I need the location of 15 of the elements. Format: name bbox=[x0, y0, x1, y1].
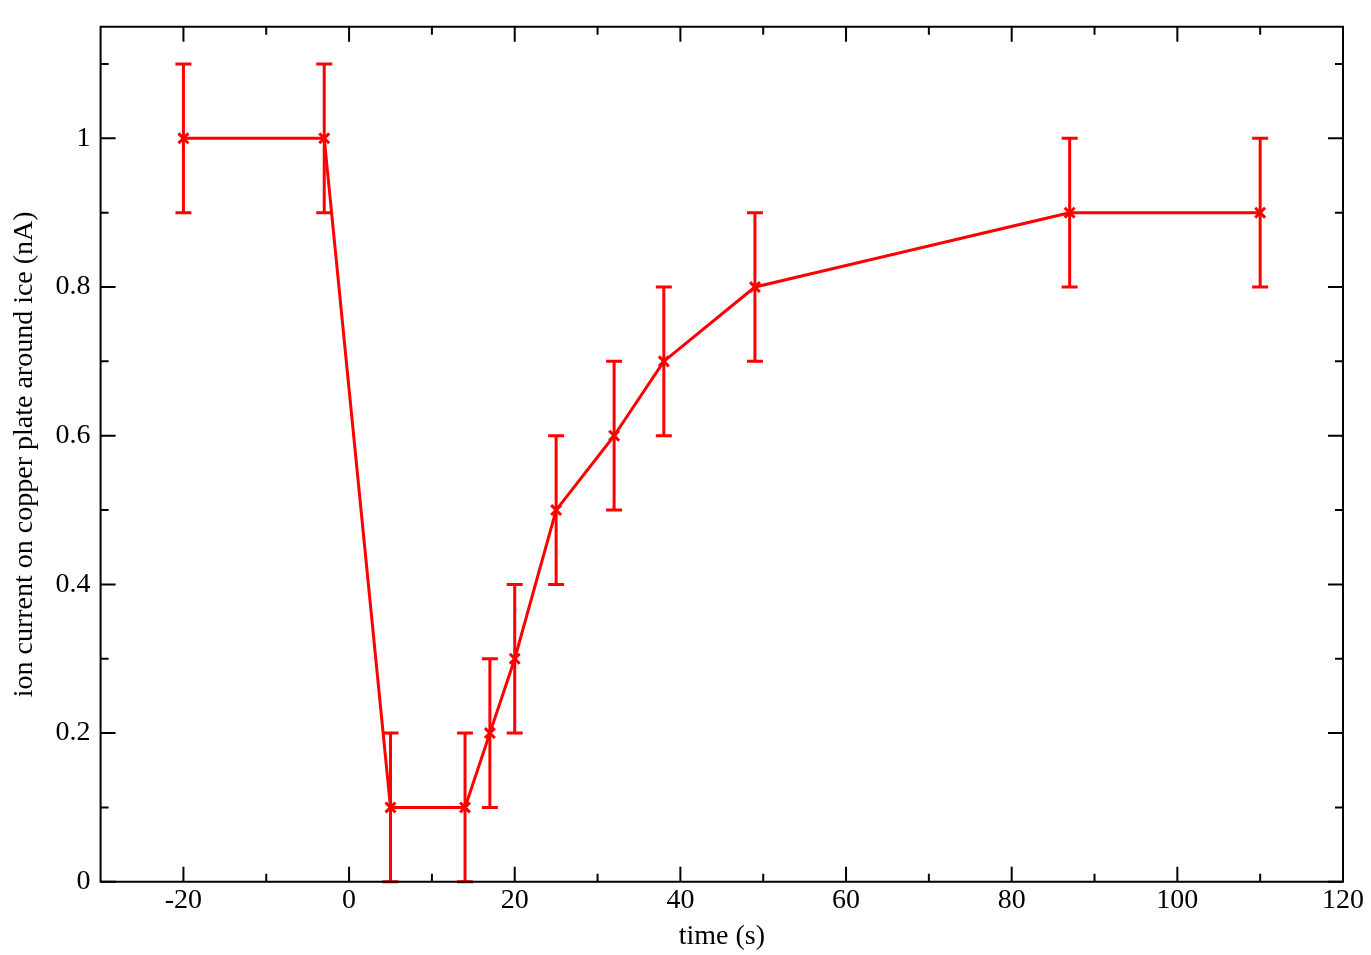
x-axis-title: time (s) bbox=[678, 918, 765, 950]
y-tick-label: 0.2 bbox=[55, 715, 91, 747]
y-tick-label: 1 bbox=[76, 120, 91, 152]
x-tick-label: -20 bbox=[164, 882, 203, 914]
x-tick-label: 100 bbox=[1156, 882, 1199, 914]
y-tick-label: 0.6 bbox=[55, 418, 91, 450]
x-tick-label: 120 bbox=[1322, 882, 1364, 914]
x-tick-label: 40 bbox=[666, 882, 695, 914]
x-tick-label: 0 bbox=[342, 882, 357, 914]
x-tick-label: 80 bbox=[997, 882, 1026, 914]
y-axis-title: ion current on copper plate around ice (nA) bbox=[7, 211, 39, 698]
y-tick-label: 0.4 bbox=[55, 566, 91, 598]
x-tick-label: 60 bbox=[832, 882, 861, 914]
x-tick-label: 20 bbox=[500, 882, 529, 914]
y-tick-label: 0.8 bbox=[55, 269, 91, 301]
